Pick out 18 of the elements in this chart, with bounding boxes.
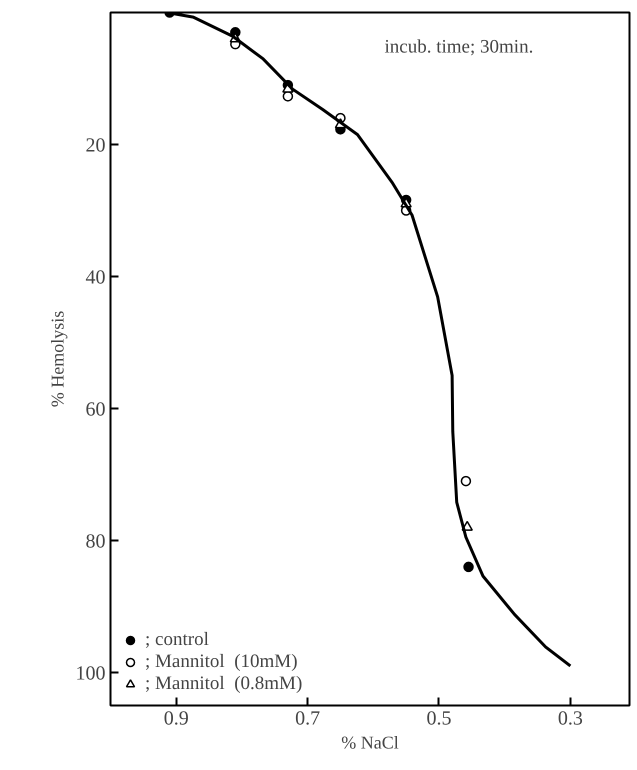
x-axis-title: % NaCl [341,732,399,752]
x-tick-label: 0.3 [558,708,583,730]
y-axis-title: % Hemolysis [48,310,68,408]
annotation: incub. time; 30min. [384,36,534,58]
legend-label: ; Mannitol (0.8mM) [145,673,302,695]
x-tick-label: 0.9 [164,708,189,730]
y-tick-label: 60 [86,398,106,420]
point [460,476,472,486]
y-tick-label: 80 [86,530,106,552]
legend-label: ; control [145,629,209,651]
y-tick-label: 40 [86,266,106,288]
point [282,91,294,102]
y-tick-label: 20 [86,134,106,156]
x-tick-label: 0.5 [426,708,452,730]
point [463,562,474,572]
x-tick-label: 0.7 [295,708,320,730]
legend-label: ; Mannitol (10mM) [145,651,298,673]
y-tick-label: 100 [76,662,106,684]
